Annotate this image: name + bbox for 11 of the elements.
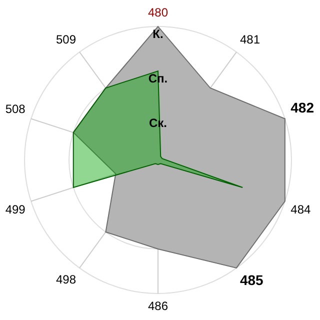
y-tick-label: К. (152, 26, 164, 41)
spoke-label: 509 (56, 32, 76, 46)
spoke-label: 508 (5, 102, 26, 116)
spoke-label: 484 (290, 202, 311, 217)
spoke-label: 486 (148, 298, 168, 313)
spoke-label: 481 (240, 32, 260, 46)
spoke-label: 499 (5, 202, 26, 217)
spoke-label: 482 (290, 99, 314, 116)
spoke-label: 480 (148, 6, 168, 20)
spoke-label: 498 (56, 272, 76, 286)
spoke-label: 485 (240, 272, 264, 288)
